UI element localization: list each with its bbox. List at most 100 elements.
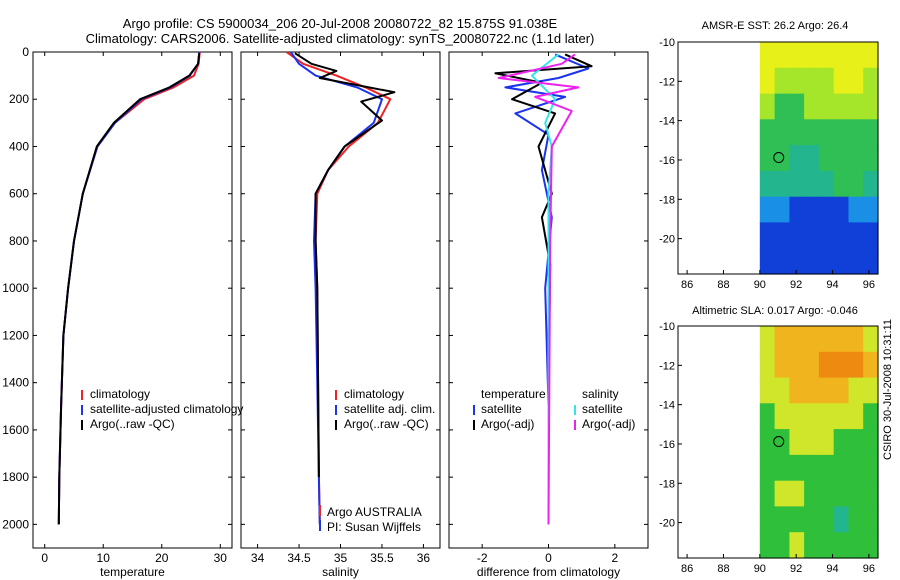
sla-heat-cell — [833, 480, 850, 508]
sal-xlabel: salinity — [322, 565, 359, 579]
sst-heat-cell — [833, 222, 850, 249]
temp-xtick-label: 20 — [155, 551, 169, 565]
sst-heat-cell — [863, 42, 879, 69]
sla-heat-cell — [863, 532, 879, 559]
sla-heat-cell — [848, 351, 864, 379]
sst-heat-cell — [804, 67, 820, 95]
sla-heat-cell — [818, 454, 835, 482]
sal-legend-label: climatology — [344, 387, 404, 401]
sla-heat-cell — [848, 377, 864, 404]
temp-ytick-label: 1400 — [2, 376, 29, 390]
sla-heat-cell — [848, 429, 864, 456]
sst-heat-cell — [789, 222, 805, 249]
sla-heat-cell — [789, 351, 805, 379]
sla-heat-cell — [759, 429, 776, 456]
sla-heat-cell — [863, 429, 879, 456]
temp-ytick-label: 200 — [9, 92, 29, 106]
sst-heat-cell — [818, 93, 835, 120]
sla-xtick-label: 92 — [790, 563, 802, 575]
sst-heat-cell — [789, 248, 805, 275]
sst-ytick-label: -16 — [659, 155, 675, 167]
sla-heat-cell — [804, 454, 820, 482]
sst-heat-cell — [774, 119, 790, 146]
sst-heat-cell — [804, 119, 820, 146]
sla-heat-cell — [833, 403, 850, 430]
sst-heat-cell — [818, 248, 835, 275]
temp-ytick-label: 400 — [9, 139, 29, 153]
diff-legend-label: temperature — [481, 387, 546, 401]
sst-heat-cell — [818, 119, 835, 146]
sst-ytick-label: -14 — [659, 116, 675, 128]
sst-heat-cell — [759, 145, 776, 172]
sst-heat-cell — [789, 93, 805, 120]
sla-heat-cell — [863, 377, 879, 404]
diff-legend-label: satellite — [582, 402, 623, 416]
sst-heat-cell — [759, 119, 776, 146]
sla-heat-cell — [804, 506, 820, 533]
sla-heat-cell — [759, 454, 776, 482]
sla-ytick-label: -14 — [659, 400, 675, 412]
sst-heat-cell — [759, 93, 776, 120]
sla-heat-cell — [804, 351, 820, 379]
sla-heat-cell — [759, 351, 776, 379]
sst-heat-cell — [833, 145, 850, 172]
sla-heat-cell — [759, 377, 776, 404]
sst-ytick-label: -12 — [659, 76, 675, 88]
sst-heat-cell — [818, 222, 835, 249]
temp-xtick-label: 10 — [97, 551, 111, 565]
sst-heat-cell — [818, 67, 835, 95]
sla-heat-cell — [818, 532, 835, 559]
temp-xtick-label: 30 — [214, 551, 228, 565]
sal-xtick-label: 35.5 — [370, 551, 394, 565]
sal-xtick-label: 34 — [251, 551, 265, 565]
sla-heat-cell — [774, 429, 790, 456]
sst-heat-cell — [863, 196, 879, 224]
sst-heat-cell — [833, 93, 850, 120]
diff-xlabel: difference from climatology — [477, 565, 620, 579]
sal-xtick-label: 34.5 — [287, 551, 311, 565]
sst-ytick-label: -10 — [659, 37, 675, 49]
diff-series-temperature-satellite — [504, 53, 590, 525]
temp-ytick-label: 2000 — [2, 517, 29, 531]
sla-xtick-label: 86 — [681, 563, 693, 575]
sla-heat-cell — [848, 532, 864, 559]
sst-heat-cell — [804, 222, 820, 249]
sla-heat-cell — [818, 351, 835, 379]
chart-title-line1: Argo profile: CS 5900034_206 20-Jul-2008… — [122, 16, 558, 31]
sst-float-marker — [773, 152, 785, 164]
sal-xtick-label: 35 — [334, 551, 348, 565]
sst-ytick-label: -18 — [659, 194, 675, 206]
sst-heat-cell — [863, 170, 879, 198]
sla-heat-cell — [774, 532, 790, 559]
sla-heat-cell — [774, 403, 790, 430]
sst-heat-cell — [833, 42, 850, 69]
sst-heat-cell — [804, 93, 820, 120]
sst-heat-cell — [789, 119, 805, 146]
sst-xtick-label: 90 — [754, 279, 766, 291]
sst-heat-cell — [863, 145, 879, 172]
sla-heat-cell — [863, 454, 879, 482]
sla-heat-cell — [759, 506, 776, 533]
sla-heat-cell — [774, 326, 790, 353]
sla-heat-cell — [789, 506, 805, 533]
temp-legend-label: Argo(..raw -QC) — [90, 417, 175, 431]
sla-heat-cell — [789, 480, 805, 508]
temp-ytick-label: 800 — [9, 234, 29, 248]
sst-xtick-label: 94 — [826, 279, 838, 291]
sla-heat-cell — [848, 480, 864, 508]
diff-xtick-label: 2 — [611, 551, 618, 565]
sla-heat-cell — [774, 506, 790, 533]
sst-heat-cell — [863, 119, 879, 146]
temp-axes-frame — [32, 51, 233, 549]
temp-series-argo-raw-qc- — [57, 53, 201, 525]
sst-heat-cell — [848, 170, 864, 198]
sst-heat-cell — [759, 196, 776, 224]
diff-legend-label: Argo(-adj) — [582, 417, 635, 431]
sla-heat-cell — [759, 403, 776, 430]
sla-heat-cell — [789, 429, 805, 456]
sla-ytick-label: -10 — [659, 321, 675, 333]
sla-heat-cell — [804, 326, 820, 353]
sla-heat-cell — [804, 403, 820, 430]
sla-map-title: Altimetric SLA: 0.017 Argo: -0.046 — [692, 305, 858, 317]
sla-heat-cell — [863, 326, 879, 353]
